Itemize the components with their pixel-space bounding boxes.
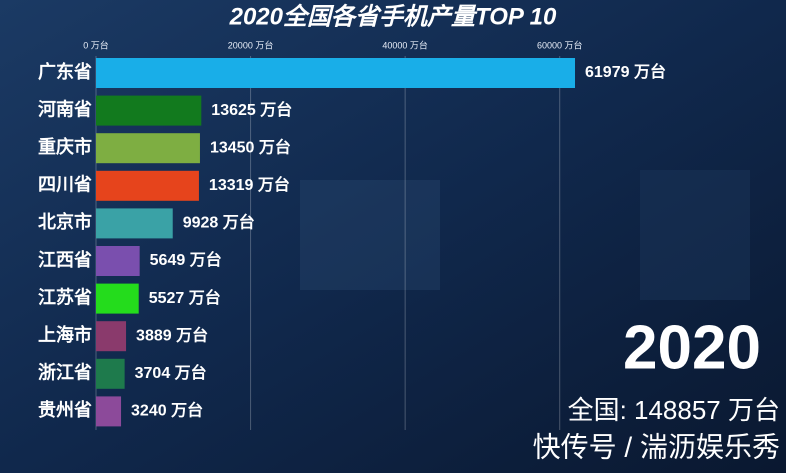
value-label: 13319 万台 <box>209 175 290 194</box>
bar <box>96 95 202 126</box>
category-label: 江西省 <box>38 249 92 270</box>
category-label: 四川省 <box>38 174 92 195</box>
value-label: 3240 万台 <box>131 401 203 420</box>
value-label: 61979 万台 <box>585 62 666 81</box>
bar <box>96 58 576 88</box>
x-tick-label: 40000 万台 <box>382 39 428 50</box>
bar <box>96 170 199 201</box>
category-label: 广东省 <box>38 61 92 82</box>
value-label: 3889 万台 <box>136 325 208 344</box>
x-tick-label: 20000 万台 <box>228 39 274 50</box>
value-label: 13625 万台 <box>211 100 292 119</box>
value-label: 5527 万台 <box>149 288 221 307</box>
chip-decoration <box>300 180 440 290</box>
watermark: 快传号 / 湍沥娱乐秀 <box>533 431 780 462</box>
value-label: 13450 万台 <box>210 137 291 156</box>
value-label: 5649 万台 <box>150 250 222 269</box>
value-label: 9928 万台 <box>183 213 255 232</box>
bar <box>96 246 140 276</box>
bar <box>96 321 127 352</box>
bar <box>96 358 125 389</box>
category-label: 贵州省 <box>38 399 92 420</box>
category-label: 北京市 <box>38 211 92 232</box>
category-label: 河南省 <box>38 98 92 119</box>
chart-title: 2020全国各省手机产量TOP 10 <box>229 3 557 30</box>
bar <box>96 208 173 239</box>
category-label: 浙江省 <box>38 362 92 383</box>
chip-decoration <box>640 170 750 300</box>
year-label: 2020 <box>623 313 761 382</box>
x-tick-label: 60000 万台 <box>537 39 583 50</box>
category-label: 重庆市 <box>38 136 92 157</box>
bar <box>96 133 200 164</box>
value-label: 3704 万台 <box>135 363 207 382</box>
category-label: 上海市 <box>38 324 92 345</box>
x-tick-label: 0 万台 <box>83 39 109 50</box>
total-label: 全国: 148857 万台 <box>568 395 780 425</box>
bar <box>96 396 122 427</box>
bar <box>96 283 139 314</box>
category-label: 江苏省 <box>38 286 92 307</box>
